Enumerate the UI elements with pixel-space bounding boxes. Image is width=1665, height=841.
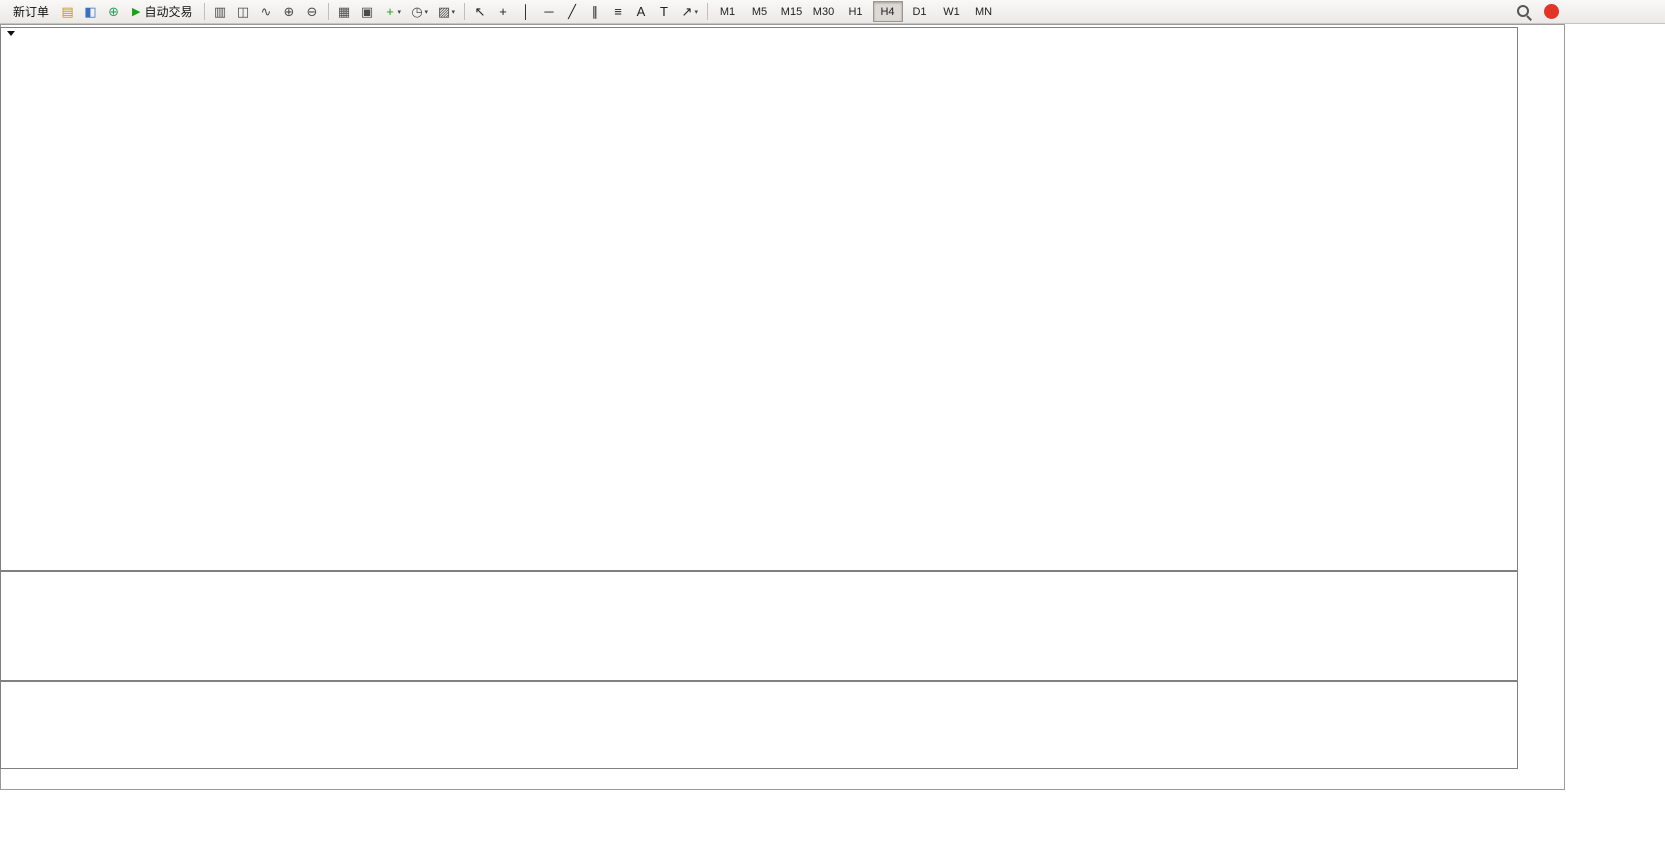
add-indicator-icon[interactable]: + [386,4,394,19]
timeframe-w1-button[interactable]: W1 [943,5,960,18]
timeframe-h1-button[interactable]: H1 [848,5,863,18]
toolbar-separator [463,3,465,20]
toolbar-separator [203,3,205,20]
dropdown-caret-icon[interactable]: ▾ [694,8,699,16]
horizontal-line-icon[interactable]: ─ [544,4,554,19]
auto-trading-button[interactable]: ▶ 自动交易 [125,2,199,21]
toolbar-right-group [1515,3,1559,20]
timeframe-m15-button[interactable]: M15 [780,5,803,18]
cascade-windows-icon[interactable]: ▣ [360,3,374,19]
vertical-line-icon[interactable]: │ [521,4,531,19]
notification-badge[interactable] [1544,4,1559,19]
chart-title [7,31,29,36]
line-chart-icon[interactable]: ∿ [260,3,272,19]
candlestick-chart-icon[interactable]: ◫ [236,3,250,19]
zoom-out-icon[interactable]: ⊖ [306,3,318,19]
tile-windows-icon[interactable]: ▦ [337,3,351,19]
dropdown-caret-icon[interactable]: ▾ [397,8,402,16]
text-label-icon[interactable]: T [660,4,668,19]
arrows-icon[interactable]: ↗ [681,3,693,19]
market-watch-icon[interactable]: ⊕ [108,3,119,19]
fibonacci-icon[interactable]: ≡ [614,4,622,19]
auto-trading-button-label: 自动交易 [144,5,193,19]
profiles-icon[interactable]: ◧ [84,3,97,19]
zoom-in-icon[interactable]: ⊕ [283,3,295,19]
cursor-icon[interactable]: ↖ [474,3,486,19]
timeframe-m1-button[interactable]: M1 [719,5,736,18]
crosshair-icon[interactable]: + [499,4,507,19]
timeframe-m30-button[interactable]: M30 [812,5,835,18]
templates-icon[interactable]: ▨ [437,3,451,19]
toolbar-separator [706,3,708,20]
timeframe-mn-button[interactable]: MN [974,5,993,18]
toolbar-separator [327,3,329,20]
new-order-button[interactable]: 新订单 [13,5,50,19]
one-click-trading-toggle-icon[interactable] [7,31,15,36]
new-chart-icon[interactable]: ▤ [61,3,74,19]
channel-icon[interactable]: ∥ [591,3,599,19]
periods-icon[interactable]: ◷ [411,3,423,19]
panel-frames [0,24,1565,790]
text-icon[interactable]: A [636,4,646,19]
play-icon: ▶ [132,6,141,18]
timeframe-h4-button[interactable]: H4 [872,1,903,22]
search-icon[interactable] [1515,3,1532,20]
chart-window [0,24,1565,841]
main-toolbar: 新订单 ▤ ◧ ⊕ ▶ 自动交易 ▥ ◫ ∿ ⊕ ⊖ ▦ ▣ + ▾ ◷ ▾ ▨ ▾ ↖ + │ ─ ╱ ∥ ≡ A T ↗ ▾ M1 M5 M… [0,0,1665,24]
dropdown-caret-icon[interactable]: ▾ [451,8,456,16]
timeframe-d1-button[interactable]: D1 [912,5,927,18]
chart-canvas[interactable] [0,24,1565,841]
dropdown-caret-icon[interactable]: ▾ [424,8,429,16]
trendline-icon[interactable]: ╱ [568,3,576,19]
bar-chart-icon[interactable]: ▥ [213,3,227,19]
timeframe-m5-button[interactable]: M5 [751,5,768,18]
